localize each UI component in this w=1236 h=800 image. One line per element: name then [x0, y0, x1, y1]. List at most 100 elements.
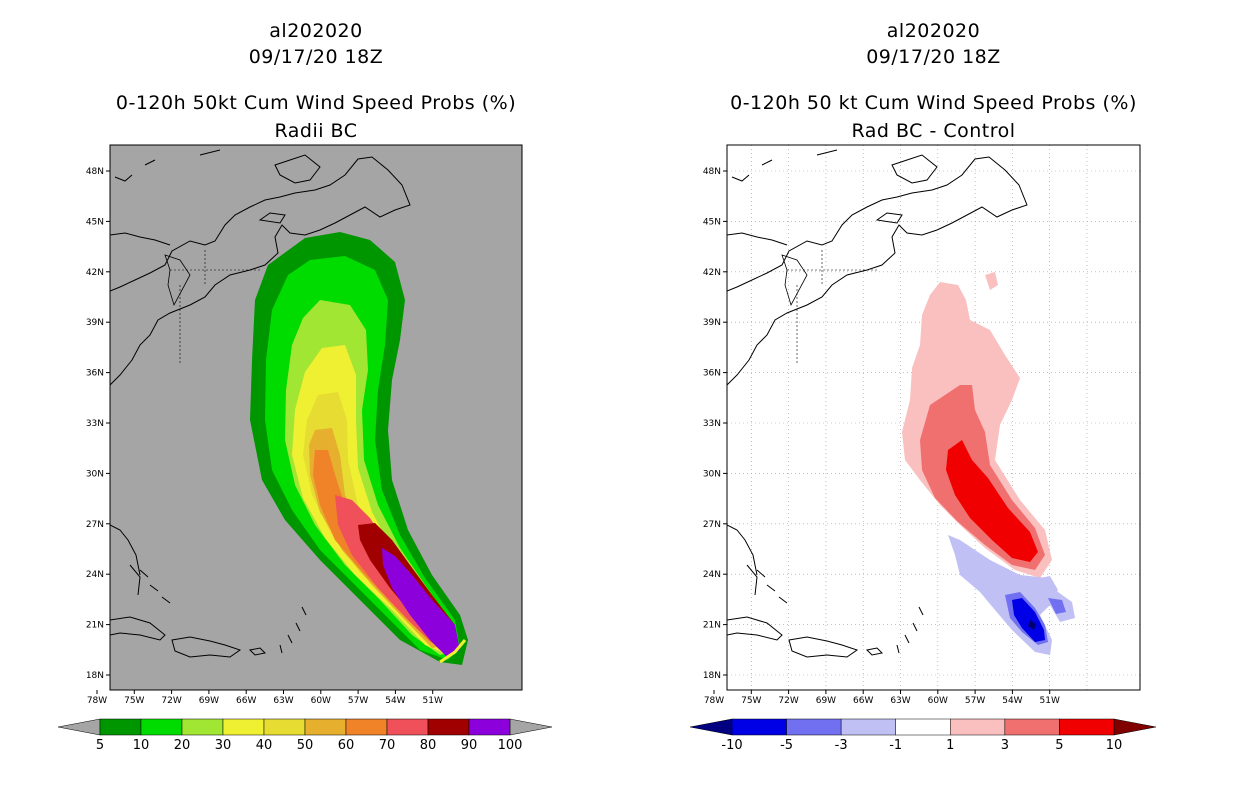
colorbar-segment: [1059, 718, 1115, 736]
right-colorbar: -10 -5 -3 -1 1 3 5 10: [689, 718, 1157, 753]
colorbar-segment: [345, 718, 388, 736]
lat-label: 21N: [86, 621, 104, 631]
colorbar-high-arrow: [509, 718, 553, 736]
lat-label: 33N: [703, 419, 721, 429]
colorbar-segment: [731, 718, 787, 736]
lon-label: 72W: [778, 696, 798, 706]
colorbar-low-arrow: [57, 718, 101, 736]
colorbar-label: 90: [461, 738, 478, 753]
left-map: 48N 45N 42N 39N 36N 33N 30N 27N 24N 21N 18N 78W 75W 7…: [86, 144, 523, 706]
left-axis-ticks: 48N 45N 42N 39N 36N 33N 30N 27N 24N 21N 18N 78W 75W 7…: [86, 167, 443, 706]
lat-label: 18N: [703, 671, 721, 681]
lon-label: 54W: [385, 696, 405, 706]
colorbar-label: 50: [297, 738, 314, 753]
lat-label: 21N: [703, 621, 721, 631]
lat-label: 30N: [703, 469, 721, 479]
lon-label: 75W: [124, 696, 144, 706]
lon-label: 66W: [236, 696, 256, 706]
colorbar-segment: [427, 718, 470, 736]
colorbar-label: -3: [835, 738, 848, 753]
lat-label: 36N: [86, 369, 104, 379]
colorbar-segment: [222, 718, 265, 736]
colorbar-label: 70: [379, 738, 396, 753]
right-map: 48N 45N 42N 39N 36N 33N 30N 27N 24N 21N 18N 78W 75W 7…: [703, 144, 1141, 706]
lat-label: 39N: [86, 318, 104, 328]
colorbar-label: 5: [96, 738, 104, 753]
right-title: 0-120h 50 kt Cum Wind Speed Probs (%): [730, 92, 1137, 114]
colorbar-segment: [140, 718, 183, 736]
right-diff-1to3-blob: [985, 272, 998, 290]
colorbar-label: -10: [721, 738, 742, 753]
colorbar-segment: [840, 718, 896, 736]
right-diff-neg1to3-blob: [1030, 576, 1058, 598]
right-diff-neg3to5-blob: [1048, 598, 1066, 614]
lon-label: 78W: [704, 696, 724, 706]
lat-label: 39N: [703, 318, 721, 328]
lon-label: 69W: [816, 696, 836, 706]
colorbar-segment: [386, 718, 429, 736]
lon-label: 63W: [273, 696, 293, 706]
colorbar-label: 60: [338, 738, 355, 753]
lon-label: 57W: [348, 696, 368, 706]
colorbar-label: 40: [256, 738, 273, 753]
lat-label: 45N: [86, 217, 104, 227]
colorbar-label: -1: [889, 738, 902, 753]
colorbar-segment: [99, 718, 142, 736]
lon-label: 57W: [965, 696, 985, 706]
colorbar-segment: [263, 718, 306, 736]
left-prob-90: [382, 548, 460, 658]
right-axis-ticks: 48N 45N 42N 39N 36N 33N 30N 27N 24N 21N 18N 78W 75W 7…: [703, 167, 1060, 706]
colorbar-label: 3: [1001, 738, 1009, 753]
colorbar-label: 1: [946, 738, 954, 753]
colorbar-segment: [181, 718, 224, 736]
colorbar-label: 5: [1055, 738, 1063, 753]
lat-label: 27N: [86, 520, 104, 530]
lon-label: 78W: [87, 696, 107, 706]
colorbar-low-arrow: [689, 718, 733, 736]
left-datetime: 09/17/20 18Z: [248, 46, 384, 68]
colorbar-high-arrow: [1113, 718, 1157, 736]
lat-label: 18N: [86, 671, 104, 681]
lat-label: 24N: [86, 570, 104, 580]
left-prob-60: [313, 450, 447, 645]
lon-label: 72W: [161, 696, 181, 706]
lat-label: 33N: [86, 419, 104, 429]
lon-label: 51W: [423, 696, 443, 706]
left-title: 0-120h 50kt Cum Wind Speed Probs (%): [115, 92, 517, 114]
lat-label: 45N: [703, 217, 721, 227]
lon-label: 54W: [1002, 696, 1022, 706]
lat-label: 48N: [86, 167, 104, 177]
left-colorbar: 5 10 20 30 40 50 60 70 80 90 100: [57, 718, 553, 753]
colorbar-segment: [304, 718, 347, 736]
right-diff-below-neg10: [1028, 620, 1036, 630]
colorbar-label: -5: [780, 738, 793, 753]
lat-label: 42N: [703, 268, 721, 278]
lat-label: 42N: [86, 268, 104, 278]
colorbar-label: 10: [133, 738, 150, 753]
left-map-frame: [109, 144, 523, 691]
lat-label: 30N: [86, 469, 104, 479]
right-datetime: 09/17/20 18Z: [866, 46, 1001, 68]
colorbar-segment: [950, 718, 1006, 736]
lon-label: 75W: [741, 696, 761, 706]
left-storm-id: al202020: [269, 20, 363, 42]
right-map-frame: [726, 144, 1141, 691]
left-subtitle: Radii BC: [274, 120, 358, 142]
colorbar-label: 100: [498, 738, 523, 753]
right-diff-neg5to10: [1012, 598, 1045, 642]
lon-label: 60W: [928, 696, 948, 706]
lat-label: 24N: [703, 570, 721, 580]
colorbar-segment: [468, 718, 511, 736]
right-diff-5to10: [946, 440, 1038, 562]
colorbar-label: 30: [215, 738, 232, 753]
colorbar-label: 10: [1106, 738, 1123, 753]
lon-label: 69W: [199, 696, 219, 706]
lat-label: 36N: [703, 369, 721, 379]
lon-label: 51W: [1040, 696, 1060, 706]
colorbar-segment: [1004, 718, 1060, 736]
lon-label: 63W: [890, 696, 910, 706]
colorbar-segment: [895, 718, 951, 736]
lat-label: 48N: [703, 167, 721, 177]
colorbar-label: 20: [174, 738, 191, 753]
colorbar-label: 80: [420, 738, 437, 753]
